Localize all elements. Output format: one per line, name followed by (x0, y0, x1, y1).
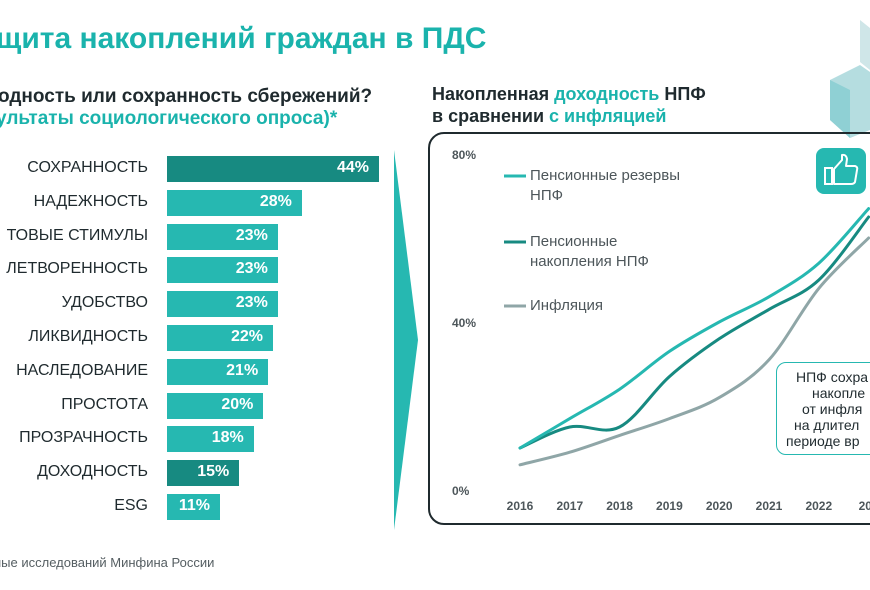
bar-value-label: 20% (221, 395, 254, 413)
legend-label: НПФ (530, 187, 564, 204)
bar-value-label: 18% (211, 429, 244, 447)
x-tick-label: 202 (859, 499, 870, 513)
legend-label: Пенсионные (530, 233, 618, 250)
legend-item-savings: Пенсионные накопления НПФ (530, 232, 649, 272)
survey-question: одность или сохранность сбережений? (0, 86, 373, 107)
bar-value-label: 23% (235, 260, 268, 278)
bar: 23% (167, 291, 278, 318)
legend-item-reserves: Пенсионные резервы НПФ (530, 166, 680, 206)
bar-value-label: 11% (178, 497, 210, 514)
bar-value-label: 28% (259, 192, 292, 210)
bar-category-label: ESG (114, 497, 148, 514)
legend-item-inflation: Инфляция (530, 296, 603, 316)
bar-category-label: СОХРАННОСТЬ (27, 159, 148, 176)
bar: 23% (167, 257, 278, 284)
title-highlight: с инфляцией (549, 106, 667, 126)
bar: 44% (167, 156, 379, 182)
bar: 28% (167, 189, 302, 216)
bar: 15% (167, 460, 240, 487)
x-tick-label: 2022 (805, 499, 832, 513)
x-tick-label: 2017 (556, 499, 583, 513)
bar-value-label: 23% (235, 226, 268, 244)
series-line-1 (518, 215, 870, 450)
bar-category-label: ЛЕТВОРЕННОСТЬ (6, 260, 148, 278)
callout-text-line: накопле (812, 385, 866, 401)
bar-category-label: ЛИКВИДНОСТЬ (28, 328, 148, 345)
callout-text-line: на длител (794, 417, 860, 433)
bar-value-label: 15% (197, 463, 230, 481)
series-line-0 (518, 207, 870, 450)
legend-label: накопления НПФ (530, 253, 649, 270)
y-tick-label: 0% (452, 484, 470, 498)
x-tick-label: 2019 (656, 499, 683, 513)
legend-label: Инфляция (530, 297, 604, 314)
line-chart-title-2: в сравнении с инфляцией (432, 106, 666, 127)
page-title: щита накоплений граждан в ПДС (0, 22, 487, 55)
decorative-cubes (830, 20, 870, 138)
bar: 18% (167, 426, 254, 453)
bar: 21% (167, 358, 269, 385)
callout-text-line: НПФ сохра (796, 369, 869, 385)
title-highlight: доходность (554, 84, 660, 104)
title-part: в сравнении (432, 106, 550, 126)
bar: 20% (167, 392, 264, 419)
bar: 11% (167, 494, 220, 520)
callout-box (776, 362, 870, 455)
bar-value-label: 21% (226, 361, 259, 379)
series-line-2 (518, 236, 870, 467)
bar-category-label: ПРОСТОТА (61, 395, 148, 413)
line-chart: 0% 40% 80% 2016 2017 2018 2019 2020 2021 2022 202 (452, 148, 870, 513)
title-part: Накопленная (432, 84, 555, 104)
legend-label: Пенсионные резервы (530, 167, 680, 184)
bar-value-label: 23% (235, 294, 268, 312)
bar-category-label: НАДЕЖНОСТЬ (33, 192, 148, 210)
x-tick-label: 2016 (507, 499, 534, 513)
title-part: НПФ (659, 84, 706, 104)
bar-category-label: УДОБСТВО (61, 294, 148, 312)
callout-text-line: от инфля (802, 401, 863, 417)
bar-value-label: 44% (336, 159, 369, 176)
x-tick-label: 2020 (706, 499, 733, 513)
x-tick-label: 2018 (606, 499, 633, 513)
callout-text-line: периоде вр (786, 433, 860, 449)
bar: 23% (167, 223, 278, 250)
bar-category-label: ПРОЗРАЧНОСТЬ (19, 429, 148, 447)
y-tick-label: 40% (452, 316, 476, 330)
bar-category-label: ТОВЫЕ СТИМУЛЫ (6, 226, 148, 244)
source-note: ные исследований Минфина России (0, 555, 215, 570)
thumbs-up-icon (816, 148, 866, 194)
chevron-arrow-icon (394, 150, 418, 530)
line-chart-title-1: Накопленная доходность НПФ (432, 84, 706, 105)
bar: 22% (167, 325, 273, 351)
line-chart-panel (428, 132, 870, 525)
x-tick-label: 2021 (756, 499, 783, 513)
bar-category-label: ДОХОДНОСТЬ (37, 463, 148, 481)
survey-subtitle: ультаты социологического опроса)* (0, 108, 338, 129)
bar-category-label: НАСЛЕДОВАНИЕ (16, 361, 148, 379)
bar-value-label: 22% (230, 328, 263, 345)
legend-swatches (504, 174, 526, 308)
y-tick-label: 80% (452, 148, 476, 162)
